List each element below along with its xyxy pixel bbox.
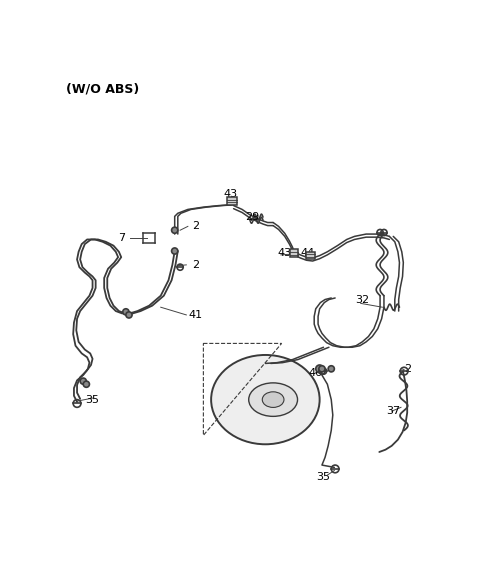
Text: 35: 35 (316, 472, 331, 481)
Circle shape (319, 366, 325, 372)
Text: 29: 29 (245, 212, 259, 222)
Text: 46: 46 (309, 368, 323, 377)
Text: (W/O ABS): (W/O ABS) (66, 82, 140, 95)
Circle shape (83, 381, 89, 387)
Circle shape (123, 309, 129, 315)
Circle shape (80, 378, 86, 384)
Ellipse shape (262, 392, 284, 408)
Circle shape (172, 248, 178, 254)
Text: 2: 2 (192, 260, 199, 270)
Text: 41: 41 (189, 310, 203, 320)
Text: 44: 44 (301, 248, 315, 258)
FancyBboxPatch shape (228, 197, 237, 205)
Text: 37: 37 (386, 406, 400, 416)
Text: 32: 32 (355, 295, 369, 304)
Circle shape (328, 366, 335, 372)
Ellipse shape (211, 355, 320, 444)
Ellipse shape (249, 383, 298, 416)
Text: 2: 2 (404, 364, 411, 374)
FancyBboxPatch shape (306, 252, 314, 259)
FancyBboxPatch shape (290, 250, 298, 257)
Text: 7: 7 (119, 233, 126, 243)
Text: 2: 2 (192, 222, 199, 231)
Text: 35: 35 (85, 395, 99, 405)
Text: 43: 43 (278, 248, 292, 258)
Circle shape (172, 227, 178, 234)
Text: 43: 43 (223, 189, 238, 199)
Circle shape (126, 312, 132, 318)
Circle shape (316, 365, 324, 373)
